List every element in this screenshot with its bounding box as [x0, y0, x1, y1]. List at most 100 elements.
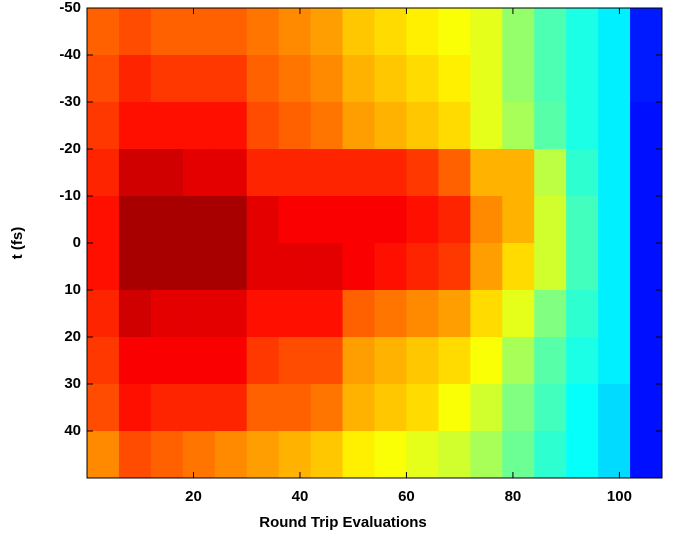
heat-cell: [566, 102, 599, 150]
heat-cell: [566, 384, 599, 432]
heat-cell: [342, 196, 375, 244]
heat-cell: [310, 149, 344, 197]
heat-cell: [310, 384, 344, 432]
heat-cell: [534, 337, 567, 385]
heat-cell: [406, 102, 439, 150]
heat-cell: [342, 149, 375, 197]
heat-cell: [118, 8, 152, 56]
heat-cell: [438, 243, 471, 291]
heat-cell: [502, 149, 535, 197]
heat-cell: [598, 243, 631, 291]
heat-cell: [438, 55, 471, 103]
heat-cell: [438, 102, 471, 150]
heat-cell: [246, 243, 280, 291]
heat-cell: [118, 290, 152, 338]
heat-cell: [118, 384, 152, 432]
heat-cell: [374, 149, 407, 197]
heat-cell: [502, 196, 535, 244]
heat-cell: [310, 290, 344, 338]
heat-cell: [87, 149, 120, 197]
heat-cell: [630, 55, 663, 103]
heat-cell: [246, 431, 280, 479]
heat-cell: [374, 290, 407, 338]
heat-cell: [278, 290, 312, 338]
y-tick-label: -50: [59, 0, 81, 16]
heat-cell: [310, 55, 344, 103]
heat-cell: [182, 55, 216, 103]
heat-cell: [87, 290, 120, 338]
heat-cell: [438, 196, 471, 244]
heat-cell: [534, 384, 567, 432]
heat-cell: [566, 243, 599, 291]
heat-cell: [342, 290, 375, 338]
heat-cell: [150, 337, 184, 385]
heat-cell: [630, 196, 663, 244]
heat-cell: [374, 196, 407, 244]
heat-cell: [118, 431, 152, 479]
heat-cell: [598, 102, 631, 150]
heat-cell: [406, 196, 439, 244]
heat-cell: [246, 384, 280, 432]
heat-cell: [470, 55, 503, 103]
heat-cell: [87, 8, 120, 56]
heat-cell: [182, 149, 216, 197]
heat-cell: [502, 384, 535, 432]
heat-cell: [310, 243, 344, 291]
heat-cell: [406, 337, 439, 385]
heat-cell: [246, 196, 280, 244]
heat-cell: [566, 337, 599, 385]
y-tick-label: 30: [64, 375, 81, 392]
heat-cell: [150, 384, 184, 432]
heat-cell: [342, 243, 375, 291]
heat-cell: [470, 431, 503, 479]
x-tick-label: 20: [185, 488, 202, 505]
heat-cell: [87, 384, 120, 432]
heat-cell: [502, 337, 535, 385]
heat-cell: [470, 196, 503, 244]
x-tick-label: 40: [292, 488, 309, 505]
heat-cell: [214, 8, 248, 56]
heat-cell: [502, 102, 535, 150]
heat-cell: [246, 102, 280, 150]
heat-cell: [150, 149, 184, 197]
heat-cell: [630, 8, 663, 56]
x-tick-label: 60: [398, 488, 415, 505]
heat-cell: [278, 243, 312, 291]
y-tick-label: -30: [59, 93, 81, 110]
heat-cell: [278, 196, 312, 244]
heat-cell: [598, 8, 631, 56]
heat-cell: [118, 55, 152, 103]
heat-cell: [630, 290, 663, 338]
heat-cell: [598, 431, 631, 479]
heat-cell: [598, 196, 631, 244]
heat-cell: [598, 55, 631, 103]
heat-cell: [310, 102, 344, 150]
x-tick-label: 80: [505, 488, 522, 505]
heat-cell: [566, 290, 599, 338]
heat-cell: [342, 8, 375, 56]
heat-cell: [182, 196, 216, 244]
heat-cell: [182, 243, 216, 291]
heat-cell: [566, 8, 599, 56]
heat-cell: [246, 8, 280, 56]
heat-cell: [630, 431, 663, 479]
heat-cell: [278, 337, 312, 385]
heat-cell: [278, 102, 312, 150]
heat-cell: [87, 196, 120, 244]
y-tick-label: 10: [64, 281, 81, 298]
heat-cell: [406, 149, 439, 197]
heat-cell: [150, 55, 184, 103]
heat-cell: [182, 431, 216, 479]
heat-cell: [534, 431, 567, 479]
heat-cell: [374, 8, 407, 56]
heat-cell: [438, 290, 471, 338]
heat-cell: [182, 102, 216, 150]
heat-cell: [374, 102, 407, 150]
heat-cell: [278, 384, 312, 432]
heat-cell: [118, 243, 152, 291]
heat-cell: [566, 431, 599, 479]
heat-cell: [598, 149, 631, 197]
heat-cell: [406, 431, 439, 479]
heat-cell: [374, 55, 407, 103]
heat-cell: [182, 337, 216, 385]
